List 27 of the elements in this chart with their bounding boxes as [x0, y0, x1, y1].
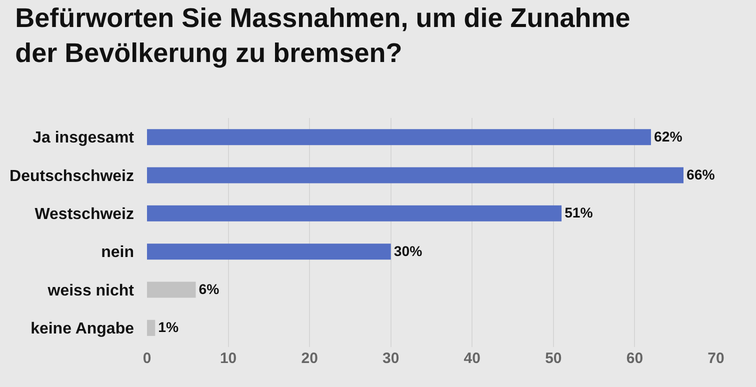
- data-label: 30%: [394, 242, 423, 259]
- bar: [147, 282, 196, 298]
- y-tick-label: Deutschschweiz: [10, 168, 134, 185]
- y-tick-label: Ja insgesamt: [32, 130, 135, 147]
- data-label: 51%: [564, 204, 594, 221]
- y-tick-label: keine Angabe: [30, 320, 134, 338]
- bar: [147, 244, 391, 260]
- bar: [147, 320, 156, 336]
- x-tick-label: 50: [545, 350, 562, 367]
- y-tick-label: nein: [101, 244, 134, 262]
- y-tick-label: Westschweiz: [34, 206, 134, 224]
- x-tick-label: 10: [220, 350, 237, 367]
- x-tick-label: 20: [301, 350, 318, 367]
- x-tick-label: 30: [382, 350, 400, 367]
- data-label: 1%: [158, 319, 179, 336]
- x-tick-label: 60: [626, 350, 644, 367]
- chart-title: Befürworten Sie Massnahmen, um die Zunahme der Bevölkerung zu bremsen?: [15, 3, 630, 68]
- bar: [147, 129, 651, 146]
- x-tick-label: 40: [464, 350, 480, 367]
- bar: [147, 205, 562, 222]
- y-tick-label: weiss nicht: [46, 282, 135, 300]
- data-label: 6%: [198, 281, 220, 297]
- data-label: 66%: [686, 166, 716, 182]
- x-tick-label: 70: [708, 350, 724, 367]
- bar: [147, 167, 684, 184]
- data-label: 62%: [654, 128, 683, 144]
- x-tick-label: 0: [142, 350, 152, 367]
